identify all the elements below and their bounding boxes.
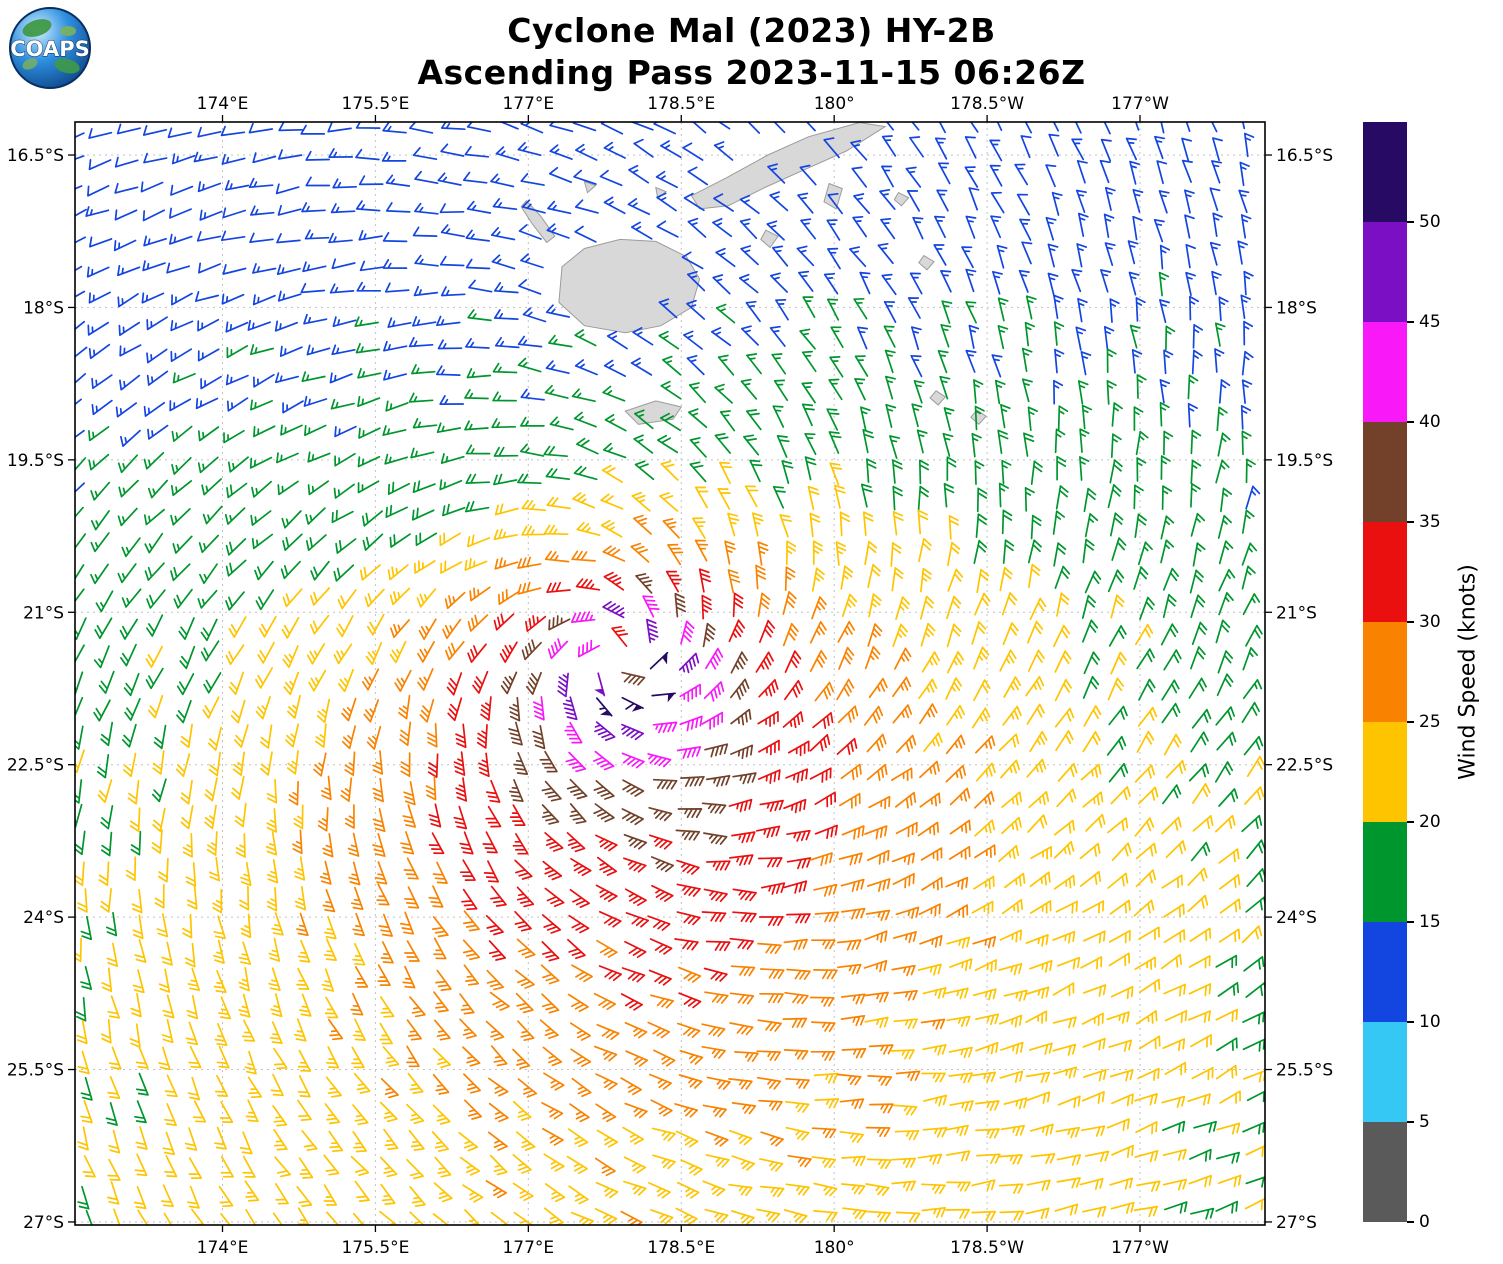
- y-tick-label-left: 18°S: [23, 298, 64, 318]
- island: [893, 191, 910, 207]
- x-tick-label-top: 178.5°W: [950, 94, 1024, 114]
- island: [823, 182, 843, 210]
- y-tick-label-left: 21°S: [23, 603, 64, 623]
- x-tick-label-bottom: 177°E: [502, 1238, 554, 1258]
- island: [583, 180, 597, 194]
- x-tick-label-bottom: 177°W: [1111, 1238, 1169, 1258]
- island: [970, 409, 987, 426]
- title-line-1: Cyclone Mal (2023) HY-2B: [507, 11, 996, 50]
- x-tick-label-bottom: 178.5°W: [950, 1238, 1024, 1258]
- island: [918, 254, 935, 271]
- x-tick-label-top: 178.5°E: [647, 94, 715, 114]
- y-tick-label-left: 24°S: [23, 908, 64, 928]
- title-line-2: Ascending Pass 2023-11-15 06:26Z: [417, 53, 1086, 92]
- figure-title: Cyclone Mal (2023) HY-2B Ascending Pass …: [0, 10, 1503, 94]
- y-tick-label-right: 18°S: [1276, 298, 1317, 318]
- island: [520, 199, 556, 244]
- island: [760, 229, 779, 249]
- x-tick-label-bottom: 175.5°E: [341, 1238, 409, 1258]
- x-tick-label-top: 177°W: [1111, 94, 1169, 114]
- x-tick-label-bottom: 180°: [814, 1238, 855, 1258]
- wind-barb-layer: [75, 122, 1265, 1225]
- y-tick-label-right: 21°S: [1276, 603, 1317, 623]
- y-tick-label-left: 19.5°S: [7, 451, 64, 471]
- y-tick-label-left: 22.5°S: [7, 756, 64, 776]
- island: [558, 238, 701, 334]
- x-tick-label-top: 175.5°E: [341, 94, 409, 114]
- y-tick-label-right: 25.5°S: [1276, 1061, 1333, 1081]
- y-tick-label-right: 24°S: [1276, 908, 1317, 928]
- y-tick-label-right: 16.5°S: [1276, 146, 1333, 166]
- land-layer: [520, 122, 987, 426]
- y-tick-label-left: 27°S: [23, 1213, 64, 1233]
- x-tick-label-bottom: 178.5°E: [647, 1238, 715, 1258]
- y-tick-label-right: 22.5°S: [1276, 756, 1333, 776]
- x-tick-label-top: 174°E: [197, 94, 249, 114]
- x-tick-label-bottom: 174°E: [197, 1238, 249, 1258]
- x-tick-label-top: 180°: [814, 94, 855, 114]
- x-tick-label-top: 177°E: [502, 94, 554, 114]
- y-tick-label-left: 25.5°S: [7, 1061, 64, 1081]
- island: [690, 122, 887, 210]
- coaps-logo: COAPS: [8, 6, 92, 90]
- y-tick-label-right: 19.5°S: [1276, 451, 1333, 471]
- island: [929, 390, 947, 406]
- axes-frame: 174°E 174°E 175.5°E 175.5°E 177°E 177°E 178.5°…: [7, 94, 1333, 1258]
- y-tick-label-left: 16.5°S: [7, 146, 64, 166]
- island: [624, 400, 683, 425]
- y-tick-label-right: 27°S: [1276, 1213, 1317, 1233]
- coaps-logo-text: COAPS: [10, 37, 89, 61]
- coaps-globe-icon: COAPS: [9, 7, 91, 89]
